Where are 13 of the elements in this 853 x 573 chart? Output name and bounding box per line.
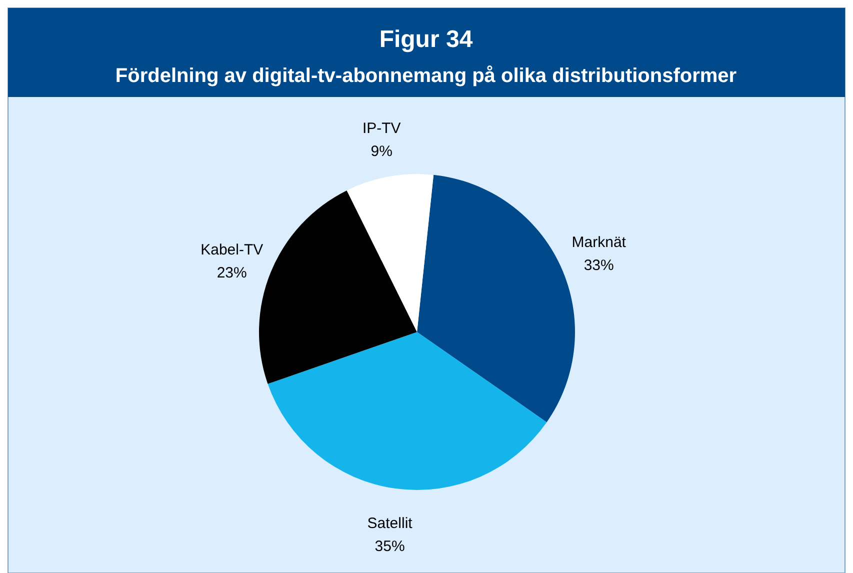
slice-label: IP-TV xyxy=(362,120,401,138)
data-label: 33% xyxy=(584,256,614,274)
slice-label: Marknät xyxy=(572,234,627,251)
chart-title: Figur 34 xyxy=(379,26,474,53)
chart-subtitle: Fördelning av digital-tv-abonnemang på olika distributionsformer xyxy=(115,65,737,87)
data-label: 23% xyxy=(216,264,247,282)
slice-label: Kabel-TV xyxy=(200,241,264,258)
pie-slice xyxy=(346,174,434,332)
pie-slice xyxy=(268,332,547,490)
slice-label: Satellit xyxy=(367,515,414,532)
data-label: 9% xyxy=(370,143,392,160)
data-label: 35% xyxy=(374,538,405,556)
pie-slice xyxy=(417,174,575,422)
